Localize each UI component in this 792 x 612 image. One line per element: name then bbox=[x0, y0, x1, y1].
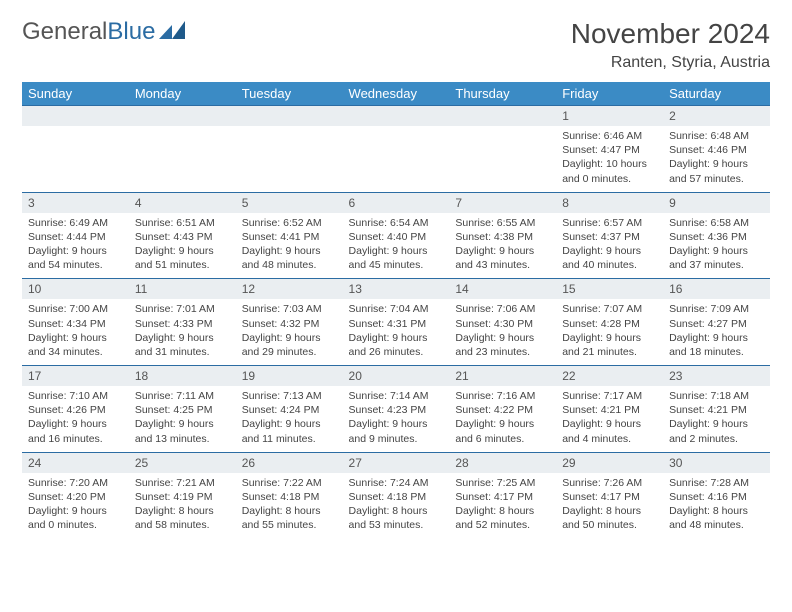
date-number: 5 bbox=[236, 192, 343, 213]
date-cell: Sunrise: 6:55 AMSunset: 4:38 PMDaylight:… bbox=[449, 213, 556, 279]
calendar-header-row: SundayMondayTuesdayWednesdayThursdayFrid… bbox=[22, 82, 770, 106]
date-cell: Sunrise: 7:25 AMSunset: 4:17 PMDaylight:… bbox=[449, 473, 556, 539]
date-cell bbox=[449, 126, 556, 192]
logo-text-gray: General bbox=[22, 18, 107, 46]
date-number: 6 bbox=[343, 192, 450, 213]
date-cell: Sunrise: 6:51 AMSunset: 4:43 PMDaylight:… bbox=[129, 213, 236, 279]
date-cell: Sunrise: 7:10 AMSunset: 4:26 PMDaylight:… bbox=[22, 386, 129, 452]
date-number: 15 bbox=[556, 279, 663, 300]
date-cell: Sunrise: 6:52 AMSunset: 4:41 PMDaylight:… bbox=[236, 213, 343, 279]
title-block: November 2024 Ranten, Styria, Austria bbox=[571, 18, 770, 72]
date-cell: Sunrise: 7:13 AMSunset: 4:24 PMDaylight:… bbox=[236, 386, 343, 452]
date-cell: Sunrise: 6:57 AMSunset: 4:37 PMDaylight:… bbox=[556, 213, 663, 279]
day-header: Friday bbox=[556, 82, 663, 106]
date-number bbox=[449, 106, 556, 127]
date-cell: Sunrise: 7:28 AMSunset: 4:16 PMDaylight:… bbox=[663, 473, 770, 539]
date-cell: Sunrise: 7:03 AMSunset: 4:32 PMDaylight:… bbox=[236, 299, 343, 365]
date-number: 21 bbox=[449, 366, 556, 387]
day-header: Saturday bbox=[663, 82, 770, 106]
date-number: 2 bbox=[663, 106, 770, 127]
date-number: 11 bbox=[129, 279, 236, 300]
date-number: 16 bbox=[663, 279, 770, 300]
logo-mark-icon bbox=[159, 18, 185, 46]
date-number bbox=[236, 106, 343, 127]
date-number: 25 bbox=[129, 452, 236, 473]
date-number: 7 bbox=[449, 192, 556, 213]
date-cell: Sunrise: 6:54 AMSunset: 4:40 PMDaylight:… bbox=[343, 213, 450, 279]
calendar-body: 12Sunrise: 6:46 AMSunset: 4:47 PMDayligh… bbox=[22, 106, 770, 539]
header: GeneralBlue November 2024 Ranten, Styria… bbox=[22, 18, 770, 72]
date-number: 22 bbox=[556, 366, 663, 387]
date-cell: Sunrise: 6:48 AMSunset: 4:46 PMDaylight:… bbox=[663, 126, 770, 192]
logo: GeneralBlue bbox=[22, 18, 185, 46]
logo-text-blue: Blue bbox=[107, 18, 155, 46]
date-cell: Sunrise: 6:49 AMSunset: 4:44 PMDaylight:… bbox=[22, 213, 129, 279]
date-number: 4 bbox=[129, 192, 236, 213]
date-number: 3 bbox=[22, 192, 129, 213]
date-number: 19 bbox=[236, 366, 343, 387]
date-number: 14 bbox=[449, 279, 556, 300]
date-number bbox=[129, 106, 236, 127]
date-cell: Sunrise: 7:01 AMSunset: 4:33 PMDaylight:… bbox=[129, 299, 236, 365]
date-number-row: 12 bbox=[22, 106, 770, 127]
date-cell bbox=[129, 126, 236, 192]
date-cell: Sunrise: 7:11 AMSunset: 4:25 PMDaylight:… bbox=[129, 386, 236, 452]
date-cell: Sunrise: 7:07 AMSunset: 4:28 PMDaylight:… bbox=[556, 299, 663, 365]
date-cell: Sunrise: 7:00 AMSunset: 4:34 PMDaylight:… bbox=[22, 299, 129, 365]
date-number bbox=[22, 106, 129, 127]
date-data-row: Sunrise: 6:46 AMSunset: 4:47 PMDaylight:… bbox=[22, 126, 770, 192]
date-number-row: 17181920212223 bbox=[22, 366, 770, 387]
date-cell: Sunrise: 7:22 AMSunset: 4:18 PMDaylight:… bbox=[236, 473, 343, 539]
calendar-table: SundayMondayTuesdayWednesdayThursdayFrid… bbox=[22, 82, 770, 538]
date-cell bbox=[22, 126, 129, 192]
date-cell: Sunrise: 7:06 AMSunset: 4:30 PMDaylight:… bbox=[449, 299, 556, 365]
date-cell: Sunrise: 6:58 AMSunset: 4:36 PMDaylight:… bbox=[663, 213, 770, 279]
date-data-row: Sunrise: 6:49 AMSunset: 4:44 PMDaylight:… bbox=[22, 213, 770, 279]
date-cell: Sunrise: 7:16 AMSunset: 4:22 PMDaylight:… bbox=[449, 386, 556, 452]
page-title: November 2024 bbox=[571, 18, 770, 50]
date-number: 17 bbox=[22, 366, 129, 387]
date-number: 18 bbox=[129, 366, 236, 387]
date-cell: Sunrise: 7:24 AMSunset: 4:18 PMDaylight:… bbox=[343, 473, 450, 539]
date-number-row: 24252627282930 bbox=[22, 452, 770, 473]
date-number bbox=[343, 106, 450, 127]
date-number: 1 bbox=[556, 106, 663, 127]
day-header: Tuesday bbox=[236, 82, 343, 106]
calendar-page: GeneralBlue November 2024 Ranten, Styria… bbox=[0, 0, 792, 548]
date-number: 10 bbox=[22, 279, 129, 300]
date-number: 27 bbox=[343, 452, 450, 473]
date-number: 24 bbox=[22, 452, 129, 473]
date-cell bbox=[236, 126, 343, 192]
date-cell: Sunrise: 7:17 AMSunset: 4:21 PMDaylight:… bbox=[556, 386, 663, 452]
date-cell: Sunrise: 7:09 AMSunset: 4:27 PMDaylight:… bbox=[663, 299, 770, 365]
date-number: 28 bbox=[449, 452, 556, 473]
date-number: 26 bbox=[236, 452, 343, 473]
date-number: 9 bbox=[663, 192, 770, 213]
date-cell: Sunrise: 7:26 AMSunset: 4:17 PMDaylight:… bbox=[556, 473, 663, 539]
date-number: 23 bbox=[663, 366, 770, 387]
location: Ranten, Styria, Austria bbox=[571, 54, 770, 72]
date-cell: Sunrise: 7:20 AMSunset: 4:20 PMDaylight:… bbox=[22, 473, 129, 539]
date-cell: Sunrise: 7:04 AMSunset: 4:31 PMDaylight:… bbox=[343, 299, 450, 365]
day-header: Monday bbox=[129, 82, 236, 106]
date-number-row: 10111213141516 bbox=[22, 279, 770, 300]
date-number: 20 bbox=[343, 366, 450, 387]
date-cell: Sunrise: 7:18 AMSunset: 4:21 PMDaylight:… bbox=[663, 386, 770, 452]
day-header: Thursday bbox=[449, 82, 556, 106]
date-cell bbox=[343, 126, 450, 192]
date-number: 29 bbox=[556, 452, 663, 473]
day-header: Wednesday bbox=[343, 82, 450, 106]
date-data-row: Sunrise: 7:20 AMSunset: 4:20 PMDaylight:… bbox=[22, 473, 770, 539]
date-cell: Sunrise: 6:46 AMSunset: 4:47 PMDaylight:… bbox=[556, 126, 663, 192]
date-number: 13 bbox=[343, 279, 450, 300]
date-cell: Sunrise: 7:21 AMSunset: 4:19 PMDaylight:… bbox=[129, 473, 236, 539]
date-number: 30 bbox=[663, 452, 770, 473]
date-data-row: Sunrise: 7:00 AMSunset: 4:34 PMDaylight:… bbox=[22, 299, 770, 365]
date-cell: Sunrise: 7:14 AMSunset: 4:23 PMDaylight:… bbox=[343, 386, 450, 452]
date-data-row: Sunrise: 7:10 AMSunset: 4:26 PMDaylight:… bbox=[22, 386, 770, 452]
day-header: Sunday bbox=[22, 82, 129, 106]
date-number: 8 bbox=[556, 192, 663, 213]
date-number: 12 bbox=[236, 279, 343, 300]
date-number-row: 3456789 bbox=[22, 192, 770, 213]
